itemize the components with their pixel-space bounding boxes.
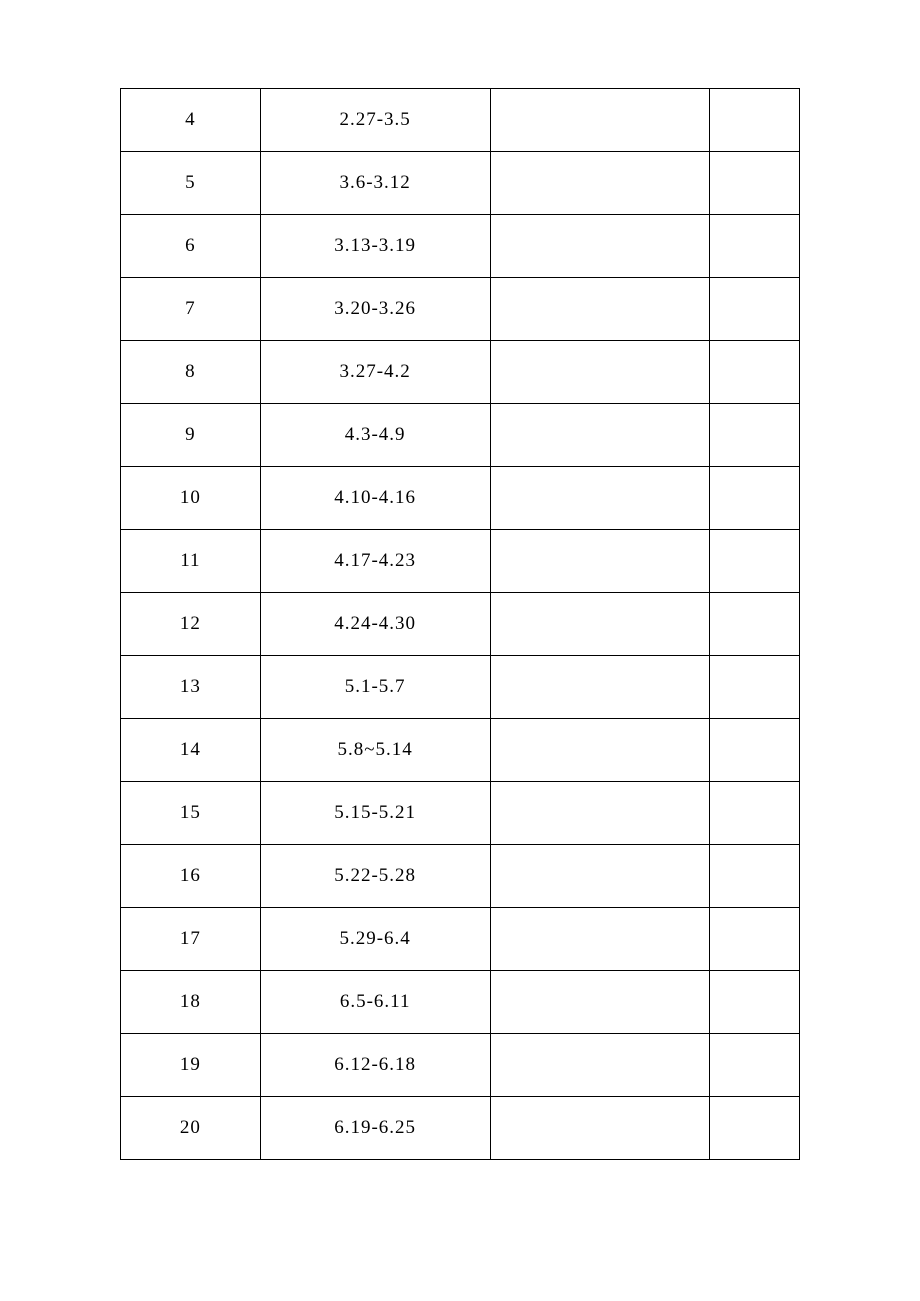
cell-index: 20 — [121, 1097, 261, 1160]
cell-index: 5 — [121, 152, 261, 215]
cell-index: 7 — [121, 278, 261, 341]
cell-index: 6 — [121, 215, 261, 278]
table-row: 206.19-6.25 — [121, 1097, 800, 1160]
table-row: 83.27-4.2 — [121, 341, 800, 404]
cell-empty-2 — [710, 152, 800, 215]
table-row: 94.3-4.9 — [121, 404, 800, 467]
cell-index: 13 — [121, 656, 261, 719]
cell-date-range: 6.12-6.18 — [260, 1034, 490, 1097]
cell-empty-2 — [710, 215, 800, 278]
cell-date-range: 3.27-4.2 — [260, 341, 490, 404]
cell-empty-1 — [490, 215, 710, 278]
table-row: 196.12-6.18 — [121, 1034, 800, 1097]
cell-index: 8 — [121, 341, 261, 404]
table-row: 53.6-3.12 — [121, 152, 800, 215]
cell-empty-1 — [490, 278, 710, 341]
table-row: 145.8~5.14 — [121, 719, 800, 782]
cell-empty-2 — [710, 278, 800, 341]
cell-date-range: 4.10-4.16 — [260, 467, 490, 530]
cell-date-range: 3.6-3.12 — [260, 152, 490, 215]
cell-empty-1 — [490, 908, 710, 971]
table-body: 42.27-3.553.6-3.1263.13-3.1973.20-3.2683… — [121, 89, 800, 1160]
cell-index: 10 — [121, 467, 261, 530]
cell-date-range: 3.20-3.26 — [260, 278, 490, 341]
cell-empty-1 — [490, 467, 710, 530]
cell-index: 11 — [121, 530, 261, 593]
cell-empty-2 — [710, 782, 800, 845]
table-row: 42.27-3.5 — [121, 89, 800, 152]
cell-date-range: 4.3-4.9 — [260, 404, 490, 467]
cell-empty-2 — [710, 467, 800, 530]
cell-empty-2 — [710, 1097, 800, 1160]
cell-empty-1 — [490, 404, 710, 467]
cell-empty-1 — [490, 593, 710, 656]
cell-date-range: 5.22-5.28 — [260, 845, 490, 908]
cell-empty-2 — [710, 1034, 800, 1097]
cell-date-range: 5.15-5.21 — [260, 782, 490, 845]
cell-date-range: 3.13-3.19 — [260, 215, 490, 278]
cell-date-range: 5.29-6.4 — [260, 908, 490, 971]
cell-empty-2 — [710, 656, 800, 719]
table-row: 104.10-4.16 — [121, 467, 800, 530]
cell-empty-1 — [490, 89, 710, 152]
table-row: 135.1-5.7 — [121, 656, 800, 719]
cell-empty-1 — [490, 1034, 710, 1097]
schedule-table-container: 42.27-3.553.6-3.1263.13-3.1973.20-3.2683… — [120, 88, 800, 1160]
cell-empty-1 — [490, 1097, 710, 1160]
cell-date-range: 6.19-6.25 — [260, 1097, 490, 1160]
table-row: 155.15-5.21 — [121, 782, 800, 845]
cell-index: 17 — [121, 908, 261, 971]
cell-date-range: 4.24-4.30 — [260, 593, 490, 656]
table-row: 63.13-3.19 — [121, 215, 800, 278]
cell-index: 12 — [121, 593, 261, 656]
table-row: 114.17-4.23 — [121, 530, 800, 593]
cell-empty-1 — [490, 782, 710, 845]
cell-date-range: 5.1-5.7 — [260, 656, 490, 719]
cell-empty-2 — [710, 89, 800, 152]
cell-empty-2 — [710, 845, 800, 908]
cell-empty-1 — [490, 152, 710, 215]
table-row: 165.22-5.28 — [121, 845, 800, 908]
cell-empty-2 — [710, 719, 800, 782]
cell-index: 19 — [121, 1034, 261, 1097]
table-row: 186.5-6.11 — [121, 971, 800, 1034]
cell-empty-2 — [710, 530, 800, 593]
cell-date-range: 5.8~5.14 — [260, 719, 490, 782]
cell-date-range: 4.17-4.23 — [260, 530, 490, 593]
cell-date-range: 6.5-6.11 — [260, 971, 490, 1034]
table-row: 73.20-3.26 — [121, 278, 800, 341]
cell-index: 18 — [121, 971, 261, 1034]
cell-index: 14 — [121, 719, 261, 782]
cell-index: 4 — [121, 89, 261, 152]
cell-index: 16 — [121, 845, 261, 908]
cell-empty-2 — [710, 971, 800, 1034]
cell-index: 9 — [121, 404, 261, 467]
cell-date-range: 2.27-3.5 — [260, 89, 490, 152]
cell-empty-1 — [490, 341, 710, 404]
cell-empty-2 — [710, 404, 800, 467]
cell-empty-2 — [710, 593, 800, 656]
cell-empty-1 — [490, 719, 710, 782]
cell-empty-1 — [490, 530, 710, 593]
cell-empty-2 — [710, 341, 800, 404]
cell-index: 15 — [121, 782, 261, 845]
table-row: 175.29-6.4 — [121, 908, 800, 971]
cell-empty-1 — [490, 845, 710, 908]
cell-empty-1 — [490, 656, 710, 719]
schedule-table: 42.27-3.553.6-3.1263.13-3.1973.20-3.2683… — [120, 88, 800, 1160]
cell-empty-2 — [710, 908, 800, 971]
table-row: 124.24-4.30 — [121, 593, 800, 656]
cell-empty-1 — [490, 971, 710, 1034]
